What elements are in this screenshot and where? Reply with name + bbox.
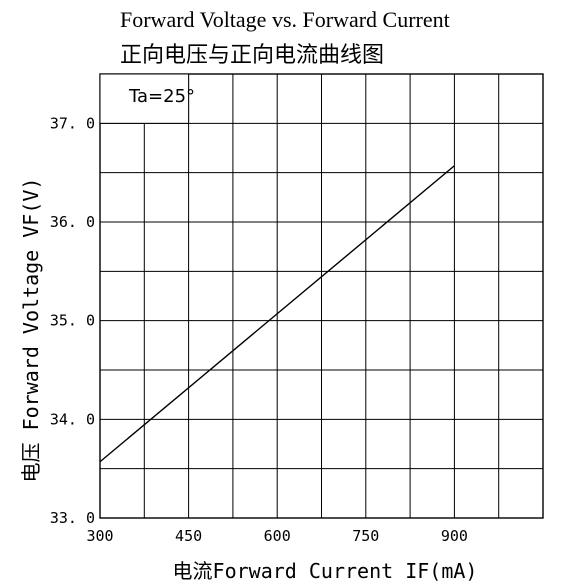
x-axis-label: 电流Forward Current IF(mA) [173, 559, 478, 583]
y-tick-labels: 33. 0 34. 0 35. 0 36. 0 37. 0 [50, 114, 95, 527]
y-tick-label: 35. 0 [50, 312, 95, 330]
chart-title: Forward Voltage vs. Forward Current [120, 7, 450, 32]
series-layer [99, 165, 455, 463]
y-tick-label: 33. 0 [50, 509, 95, 527]
series-line [99, 165, 455, 463]
x-tick-labels: 300 450 600 750 900 [86, 527, 467, 545]
y-tick-label: 36. 0 [50, 213, 95, 231]
y-tick-label: 37. 0 [50, 114, 95, 132]
grid [100, 74, 543, 518]
x-tick-label: 300 [86, 527, 113, 545]
x-tick-label: 600 [264, 527, 291, 545]
annotation-text: Ta=25° [128, 86, 195, 107]
chart-subtitle: 正向电压与正向电流曲线图 [120, 43, 384, 68]
x-tick-label: 450 [175, 527, 202, 545]
y-tick-label: 34. 0 [50, 410, 95, 428]
y-axis-label: 电压 Forward Voltage VF(V) [19, 178, 43, 483]
x-tick-label: 750 [352, 527, 379, 545]
x-tick-label: 900 [441, 527, 468, 545]
annotation-box: Ta=25° [99, 73, 195, 124]
plot-frame [99, 73, 544, 519]
